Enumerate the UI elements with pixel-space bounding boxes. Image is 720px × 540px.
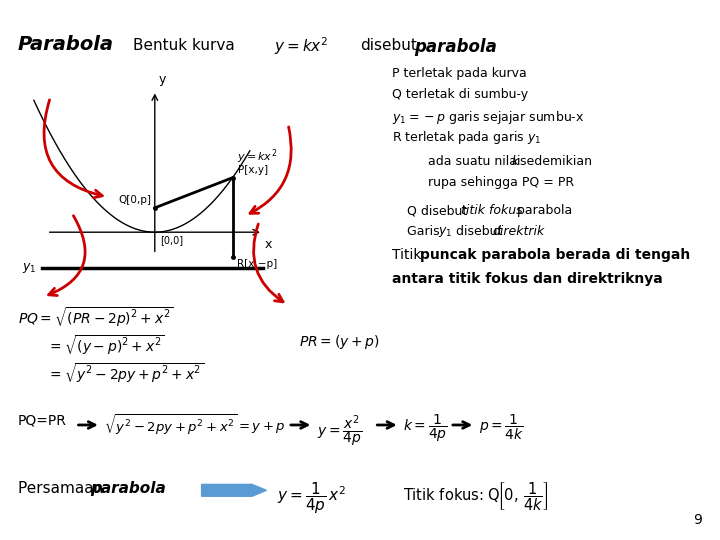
Text: $= \sqrt{(y - p)^2 + x^2}$: $= \sqrt{(y - p)^2 + x^2}$	[47, 333, 164, 357]
Text: $\sqrt{y^2 - 2py + p^2 + x^2} = y + p$: $\sqrt{y^2 - 2py + p^2 + x^2} = y + p$	[104, 413, 286, 437]
Text: [0,0]: [0,0]	[161, 235, 184, 245]
Text: puncak parabola berada di tengah: puncak parabola berada di tengah	[420, 248, 690, 262]
Text: Parabola: Parabola	[18, 35, 114, 54]
Text: Bentuk kurva: Bentuk kurva	[133, 38, 235, 53]
FancyArrowPatch shape	[253, 224, 283, 302]
Text: $p = \dfrac{1}{4k}$: $p = \dfrac{1}{4k}$	[479, 413, 524, 442]
Text: P terletak pada kurva: P terletak pada kurva	[392, 68, 527, 80]
Text: $y = kx^2$: $y = kx^2$	[274, 35, 328, 57]
Text: $y = \dfrac{1}{4p}\,x^2$: $y = \dfrac{1}{4p}\,x^2$	[277, 481, 346, 516]
Text: sedemikian: sedemikian	[516, 155, 593, 168]
Text: 9: 9	[693, 512, 702, 526]
Text: $y = \dfrac{x^2}{4p}$: $y = \dfrac{x^2}{4p}$	[317, 413, 362, 449]
Text: P[x,y]: P[x,y]	[238, 165, 269, 175]
Text: y: y	[158, 73, 166, 86]
Text: titik fokus: titik fokus	[461, 204, 523, 217]
Text: x: x	[265, 238, 272, 251]
Text: direktrik: direktrik	[492, 225, 545, 238]
Text: Q terletak di sumbu-y: Q terletak di sumbu-y	[392, 88, 528, 101]
Text: $k = \dfrac{1}{4p}$: $k = \dfrac{1}{4p}$	[403, 413, 448, 444]
Text: R terletak pada garis $y_1$: R terletak pada garis $y_1$	[392, 129, 541, 146]
Text: disebut: disebut	[452, 225, 507, 238]
Text: Persamaan: Persamaan	[18, 481, 108, 496]
Text: $PR = (y + p)$: $PR = (y + p)$	[299, 333, 379, 351]
FancyArrowPatch shape	[44, 100, 102, 198]
Text: parabola: parabola	[513, 204, 572, 217]
Text: Q[0,p]: Q[0,p]	[118, 195, 151, 205]
Text: disebut: disebut	[360, 38, 417, 53]
FancyArrowPatch shape	[49, 215, 85, 295]
Text: antara titik fokus dan direktriknya: antara titik fokus dan direktriknya	[392, 272, 663, 286]
Text: ada suatu nilai: ada suatu nilai	[428, 155, 525, 168]
Text: k: k	[511, 155, 518, 168]
Text: Titik fokus: Q$\!\left[0,\,\dfrac{1}{4k}\right]$: Titik fokus: Q$\!\left[0,\,\dfrac{1}{4k}…	[403, 481, 549, 513]
Text: parabola: parabola	[414, 38, 497, 56]
Text: Q disebut: Q disebut	[407, 204, 471, 217]
Text: R[x,−p]: R[x,−p]	[237, 259, 277, 269]
Text: rupa sehingga PQ = PR: rupa sehingga PQ = PR	[428, 176, 575, 188]
Text: $= \sqrt{y^2 - 2py + p^2 + x^2}$: $= \sqrt{y^2 - 2py + p^2 + x^2}$	[47, 361, 204, 385]
Text: $y_1 = -p$ garis sejajar sumbu-x: $y_1 = -p$ garis sejajar sumbu-x	[392, 109, 585, 125]
Text: $y=kx^2$: $y=kx^2$	[237, 147, 277, 166]
Text: parabola: parabola	[90, 481, 166, 496]
FancyArrowPatch shape	[250, 127, 291, 213]
FancyArrow shape	[202, 484, 266, 496]
Text: $y_1$: $y_1$	[438, 225, 452, 239]
Text: $PQ = \sqrt{(PR - 2p)^2 + x^2}$: $PQ = \sqrt{(PR - 2p)^2 + x^2}$	[18, 305, 174, 329]
Text: Garis: Garis	[407, 225, 444, 238]
Text: PQ=PR: PQ=PR	[18, 413, 67, 427]
Text: $y_1$: $y_1$	[22, 261, 36, 275]
Text: Titik: Titik	[392, 248, 426, 262]
